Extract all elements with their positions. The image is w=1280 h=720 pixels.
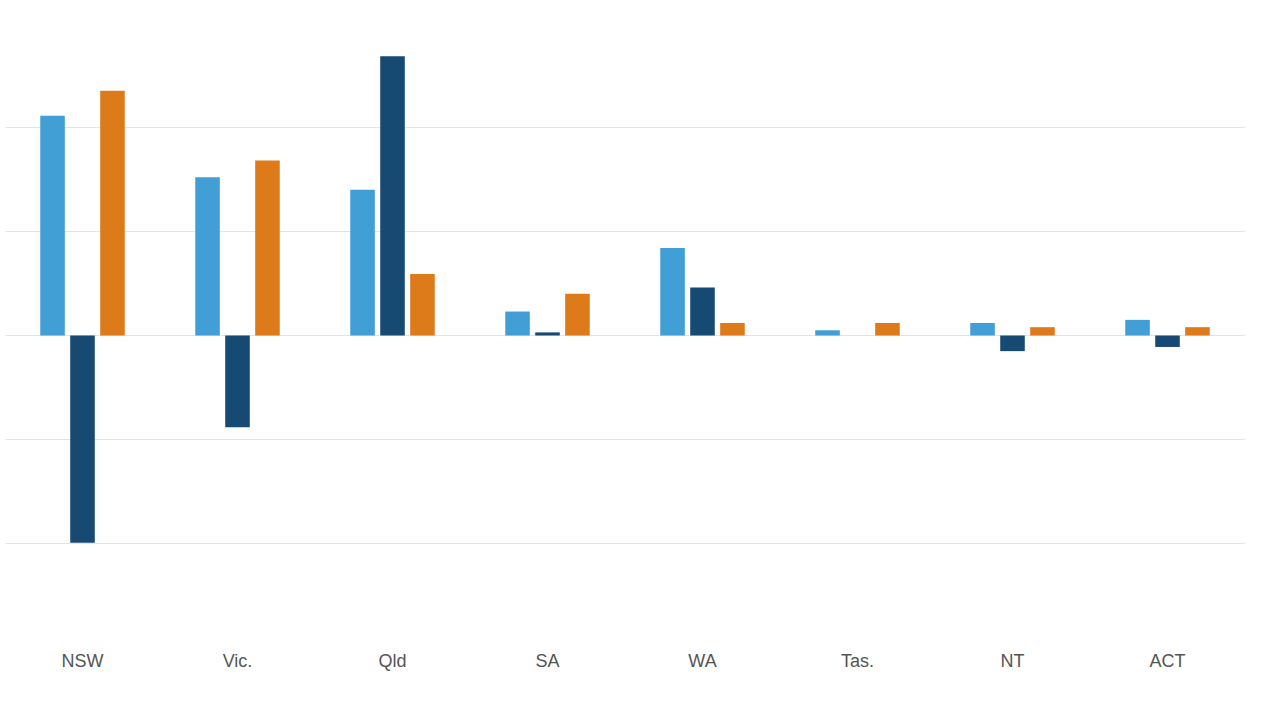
svg-text:SA: SA: [535, 651, 559, 671]
svg-text:WA: WA: [688, 651, 716, 671]
svg-text:ACT: ACT: [1150, 651, 1186, 671]
svg-text:NSW: NSW: [62, 651, 104, 671]
svg-text:Tas.: Tas.: [841, 651, 874, 671]
svg-text:Qld: Qld: [378, 651, 406, 671]
svg-text:NT: NT: [1001, 651, 1025, 671]
svg-text:Vic.: Vic.: [223, 651, 253, 671]
